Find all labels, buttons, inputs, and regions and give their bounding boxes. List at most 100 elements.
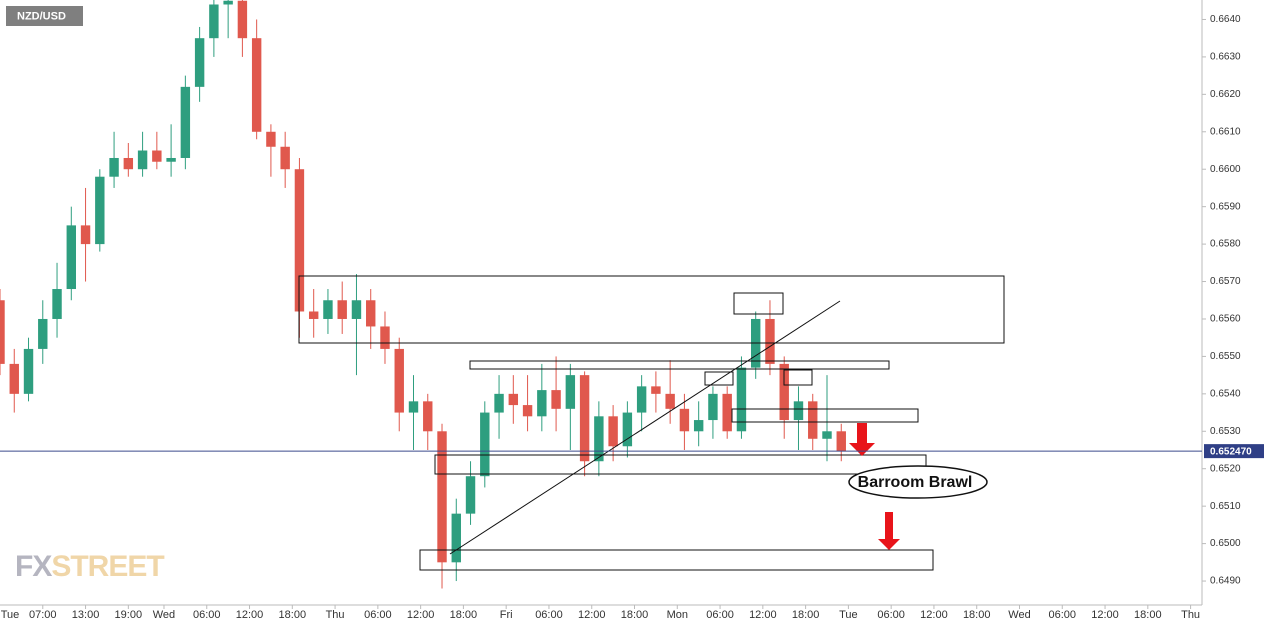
candle-body <box>565 375 576 409</box>
candle-body <box>23 348 34 394</box>
x-tick-label: 18:00 <box>792 609 820 621</box>
x-tick-label: 18:00 <box>279 609 307 621</box>
candle-body <box>380 326 390 349</box>
candle-body <box>665 393 675 409</box>
x-tick-label: 19:00 <box>115 609 143 621</box>
arrow <box>878 512 900 550</box>
x-tick-label: 12:00 <box>1091 609 1119 621</box>
x-tick-label: 07:00 <box>29 609 57 621</box>
candle-body <box>693 420 704 432</box>
candle-body <box>722 393 732 432</box>
candle-body <box>80 225 91 245</box>
y-tick-label: 0.6590 <box>1210 201 1241 212</box>
y-tick-label: 0.6610 <box>1210 126 1241 137</box>
y-tick-label: 0.6560 <box>1210 314 1241 325</box>
candle-body <box>52 289 62 319</box>
y-tick-label: 0.6600 <box>1210 164 1241 175</box>
candle-body <box>137 150 148 170</box>
x-tick-label: Wed <box>1008 609 1030 621</box>
candle-body <box>66 225 76 290</box>
annotation-ellipse <box>848 465 988 499</box>
x-tick-label: Mon <box>667 609 688 621</box>
x-tick-label: 12:00 <box>749 609 777 621</box>
candle-body <box>294 169 305 312</box>
watermark: FXSTREET <box>15 550 164 583</box>
x-tick-label: 18:00 <box>1134 609 1162 621</box>
candle-body <box>793 401 804 421</box>
candle-body <box>408 401 419 413</box>
y-tick-label: 0.6630 <box>1210 52 1241 63</box>
candle-body <box>822 431 832 439</box>
candle-body <box>351 300 362 319</box>
candle-body <box>109 157 119 177</box>
x-tick-label: 18:00 <box>963 609 991 621</box>
x-tick-label: 12:00 <box>920 609 948 621</box>
candle-body <box>266 131 276 147</box>
x-tick-label: 18:00 <box>621 609 649 621</box>
candle-body <box>551 390 561 409</box>
zone-box <box>731 408 919 423</box>
x-tick-label: Fri <box>500 609 513 621</box>
x-tick-label: Wed <box>153 609 175 621</box>
candle-body <box>209 4 219 39</box>
candle-body <box>622 412 633 447</box>
zone-box <box>733 292 784 315</box>
candle-body <box>508 393 519 406</box>
candle-body <box>765 318 775 364</box>
x-tick-label: 06:00 <box>535 609 563 621</box>
candle-body <box>423 401 433 432</box>
annotations: Barroom Brawl <box>298 275 1005 571</box>
x-tick-label: 06:00 <box>877 609 905 621</box>
candle-body <box>366 300 376 327</box>
candle-body <box>522 405 533 417</box>
y-tick-label: 0.6550 <box>1210 351 1241 362</box>
candle-body <box>480 412 490 477</box>
y-tick-label: 0.6510 <box>1210 501 1241 512</box>
watermark-prefix: FX <box>15 550 52 583</box>
candle-body <box>180 86 191 158</box>
x-tick-label: Thu <box>1181 609 1200 621</box>
x-tick-label: 12:00 <box>578 609 606 621</box>
candle-body <box>494 393 504 413</box>
candle-body <box>594 416 604 462</box>
candle-body <box>308 311 319 319</box>
x-tick-label: 06:00 <box>1049 609 1077 621</box>
x-tick-label: Tue <box>839 609 858 621</box>
candle-body <box>608 416 618 447</box>
candle-body <box>323 300 333 319</box>
zone-box <box>298 275 1005 344</box>
watermark-suffix: STREET <box>51 550 164 583</box>
zone-box <box>419 549 934 571</box>
y-tick-label: 0.6520 <box>1210 463 1241 474</box>
trend-line <box>449 300 841 555</box>
arrow <box>849 423 875 456</box>
y-tick-label: 0.6570 <box>1210 276 1241 287</box>
last-price-box <box>1204 444 1264 459</box>
candle-body <box>779 363 789 421</box>
y-tick-label: 0.6640 <box>1210 14 1241 25</box>
candle-body <box>736 367 747 432</box>
candle-body <box>166 157 176 162</box>
x-tick-label: 06:00 <box>706 609 734 621</box>
x-tick-label: Tue <box>1 609 20 621</box>
x-tick-label: 13:00 <box>72 609 100 621</box>
candle-body <box>437 431 447 563</box>
candle-body <box>237 0 248 39</box>
candle-body <box>194 38 205 87</box>
y-tick-label: 0.6580 <box>1210 239 1241 250</box>
candle-body <box>251 38 262 132</box>
candle-body <box>451 513 461 563</box>
candle-body <box>708 393 718 421</box>
candle-body <box>38 318 48 349</box>
x-tick-label: 12:00 <box>407 609 435 621</box>
candle-body <box>280 146 290 170</box>
chart-title: NZD/USD <box>17 10 66 22</box>
candle-body <box>636 386 647 413</box>
y-tick-label: 0.6530 <box>1210 426 1241 437</box>
candle-body <box>808 401 818 439</box>
annotation-label: Barroom Brawl <box>858 474 973 491</box>
zone-box <box>469 360 890 370</box>
candle-body <box>579 375 590 462</box>
